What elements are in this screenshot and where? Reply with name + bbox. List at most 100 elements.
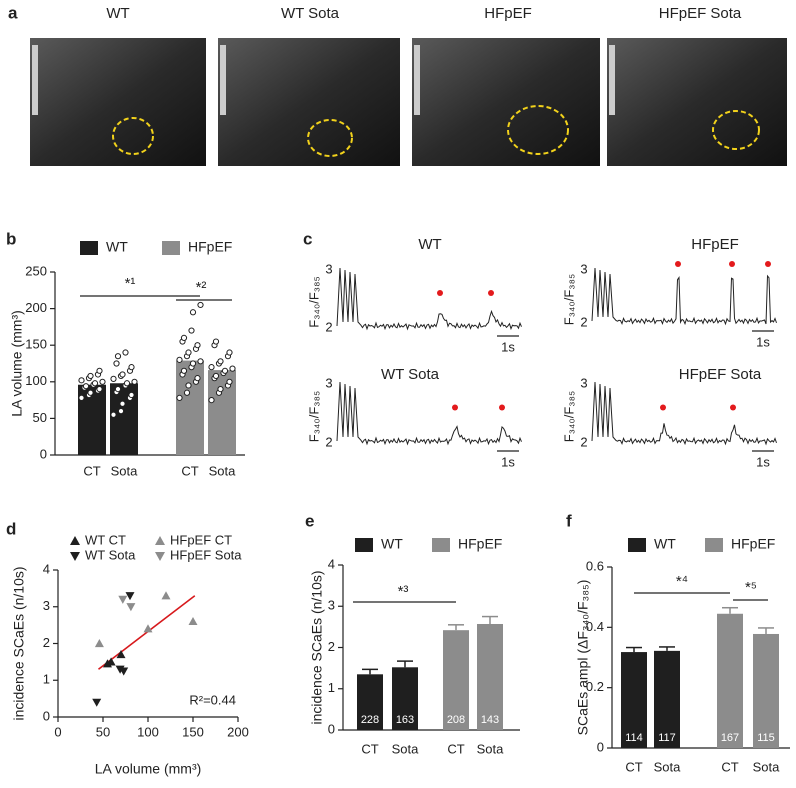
bar <box>717 613 743 748</box>
n-label: 114 <box>625 732 643 744</box>
data-point <box>188 327 195 334</box>
regression-line <box>98 595 196 670</box>
legend-label: HFpEF <box>731 536 775 552</box>
data-point <box>221 367 229 374</box>
y-tick-label: 3 <box>328 598 335 613</box>
data-point <box>212 338 220 345</box>
y-tick-label: 200 <box>25 300 47 315</box>
legend-label: HFpEF <box>188 239 232 255</box>
y-tick-label: 150 <box>25 337 47 352</box>
x-axis-label: LA volume (mm³) <box>95 761 202 777</box>
data-point <box>128 364 135 371</box>
legend-swatch <box>80 241 98 255</box>
event-dot <box>437 290 443 296</box>
legend-swatch <box>705 538 723 552</box>
data-point <box>114 386 122 393</box>
data-point <box>208 397 215 404</box>
data-point <box>122 349 129 356</box>
data-point <box>229 365 236 372</box>
data-point <box>212 372 220 380</box>
y-tick-label: 2 <box>325 434 332 449</box>
y-tick-label: 0.2 <box>586 679 604 694</box>
image-title: WT Sota <box>281 5 340 22</box>
y-tick-label: 2 <box>580 434 587 449</box>
event-dot <box>488 290 494 296</box>
data-point <box>197 358 204 365</box>
x-tick-label: CT <box>721 759 738 774</box>
y-tick-label: 1 <box>43 672 50 687</box>
significance-label: *⁴ <box>676 573 688 590</box>
x-tick-label: CT <box>181 463 198 478</box>
n-label: 167 <box>721 732 739 744</box>
echo-image <box>412 38 600 166</box>
image-title: HFpEF <box>484 5 532 22</box>
x-tick-label: CT <box>625 759 642 774</box>
legend-label: WT <box>654 536 676 552</box>
y-axis-label: F₃₄₀/F₃₈₅ <box>306 276 321 327</box>
x-tick-label: 100 <box>137 724 159 739</box>
scale-label: 1s <box>756 454 770 469</box>
y-tick-label: 0 <box>328 721 335 736</box>
legend-marker <box>155 536 165 545</box>
echo-image <box>218 38 400 166</box>
data-point <box>113 360 120 367</box>
x-tick-label: Sota <box>209 463 237 478</box>
event-dot <box>499 404 505 411</box>
trace <box>336 267 522 331</box>
legend-swatch <box>432 538 450 552</box>
y-tick-label: 50 <box>33 410 47 425</box>
data-point <box>117 407 125 415</box>
data-point <box>226 378 233 385</box>
data-point <box>96 367 103 374</box>
data-point <box>176 356 183 363</box>
legend-label: HFpEF Sota <box>170 547 242 562</box>
scale-bar <box>32 45 38 115</box>
bar <box>654 650 680 748</box>
n-label: 143 <box>481 714 499 726</box>
panel-label: b <box>6 229 16 248</box>
n-label: 228 <box>361 714 379 726</box>
data-point <box>185 349 192 356</box>
y-tick-label: 2 <box>43 635 50 650</box>
data-point <box>126 603 136 612</box>
x-tick-label: CT <box>447 741 464 756</box>
scale-label: 1s <box>501 454 515 469</box>
scale-bar <box>414 45 420 115</box>
data-point <box>91 380 99 387</box>
data-point <box>116 650 126 659</box>
legend-label: WT <box>381 536 403 552</box>
event-dot <box>660 404 666 411</box>
n-label: 117 <box>658 732 676 744</box>
y-tick-label: 0 <box>43 708 50 723</box>
data-point <box>110 411 117 418</box>
data-point <box>180 367 188 374</box>
y-tick-label: 2 <box>325 319 332 334</box>
y-tick-label: 0.4 <box>586 619 604 634</box>
data-point <box>87 389 94 396</box>
data-point <box>114 353 122 360</box>
data-point <box>119 667 129 676</box>
x-tick-label: 200 <box>227 724 249 739</box>
data-point <box>197 301 204 309</box>
x-tick-label: 150 <box>182 724 204 739</box>
data-point <box>194 342 201 349</box>
event-dot <box>675 261 681 267</box>
data-point <box>194 375 201 382</box>
la-outline <box>712 110 760 150</box>
la-outline <box>307 119 353 157</box>
bar <box>443 630 469 730</box>
data-point <box>217 358 224 365</box>
x-tick-label: Sota <box>753 759 781 774</box>
y-tick-label: 4 <box>328 556 335 571</box>
y-axis-label: F₃₄₀/F₃₈₅ <box>561 274 576 325</box>
data-point <box>94 639 104 648</box>
data-point <box>143 624 153 633</box>
data-point <box>82 383 90 390</box>
bar <box>477 623 503 730</box>
y-tick-label: 3 <box>325 261 332 276</box>
r2-annotation: R²=0.44 <box>189 692 236 707</box>
legend-marker <box>155 552 165 561</box>
trace-title: HFpEF <box>691 236 739 253</box>
event-dot <box>730 404 736 411</box>
echo-images <box>30 38 787 166</box>
